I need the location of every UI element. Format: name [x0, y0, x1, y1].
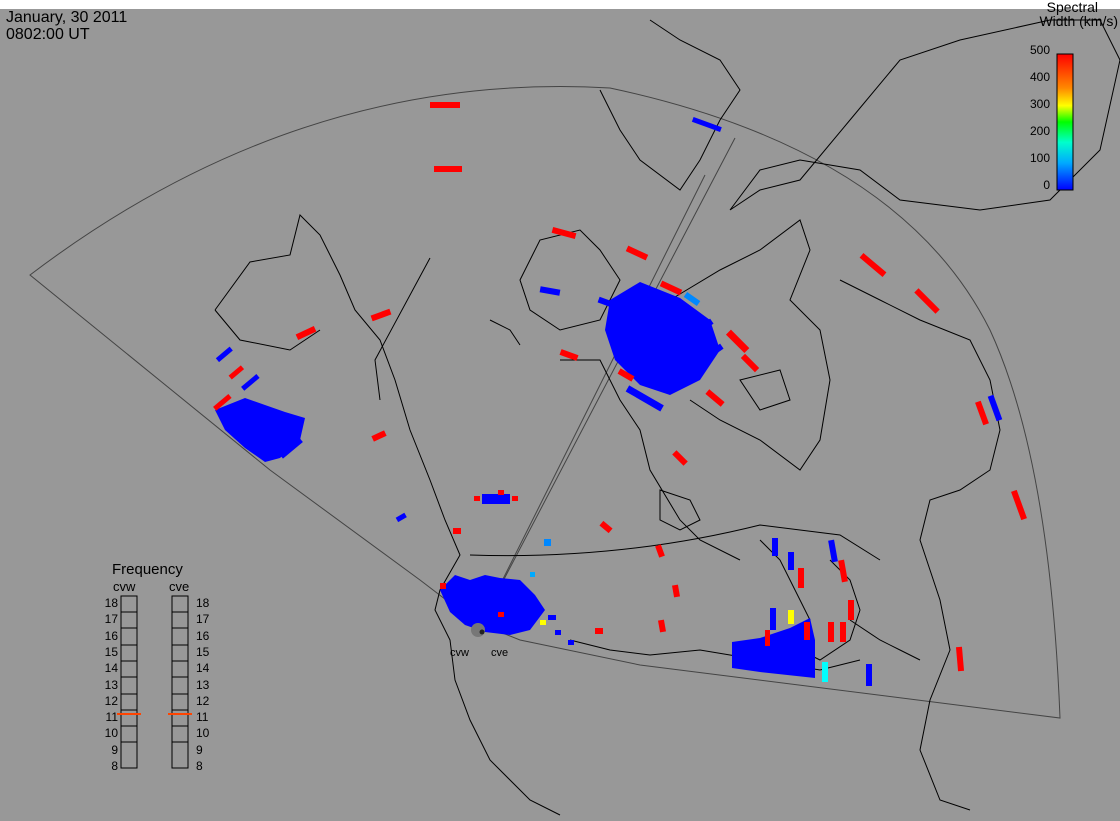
- colorbar-tick-0: 0: [1043, 178, 1050, 192]
- frequency-radar-cvw: cvw: [113, 579, 136, 594]
- colorbar-tick-200: 200: [1029, 124, 1050, 138]
- colorbar-tick-500: 500: [1029, 43, 1050, 57]
- colorbar-title-line2: Width (km/s): [1039, 13, 1118, 29]
- backscatter-north: [295, 102, 1027, 672]
- frequency-label-right: 14: [196, 661, 210, 676]
- frequency-label-left: 15: [104, 644, 118, 659]
- frequency-label-right: 17: [196, 612, 210, 627]
- frequency-title: Frequency: [112, 561, 183, 578]
- colorbar-tick-300: 300: [1029, 97, 1050, 111]
- frequency-label-left: 12: [104, 693, 118, 708]
- frequency-label-left: 13: [104, 677, 118, 692]
- time-title: 0802:00 UT: [6, 26, 90, 43]
- backscatter-east: [975, 394, 1003, 426]
- frequency-label-left: 10: [104, 726, 118, 741]
- backscatter-near-radar: [440, 572, 574, 645]
- colorbar-tick-100: 100: [1029, 151, 1050, 165]
- top-white-strip: [0, 0, 1120, 9]
- radar-label-cve: cve: [491, 647, 509, 659]
- frequency-label-left: 8: [111, 759, 118, 773]
- frequency-label-left: 11: [105, 710, 118, 725]
- colorbar-tick-400: 400: [1029, 70, 1050, 84]
- frequency-label-right: 9: [196, 742, 203, 757]
- frequency-scales: [117, 595, 192, 769]
- frequency-label-right: 10: [196, 726, 210, 741]
- frequency-label-right: 11: [196, 710, 209, 725]
- frequency-label-left: 16: [104, 628, 118, 643]
- frequency-label-right: 15: [196, 644, 210, 659]
- backscatter-west-alaska: [213, 346, 305, 462]
- frequency-label-left: 18: [104, 596, 118, 610]
- frequency-label-left: 17: [104, 612, 118, 627]
- coastlines: [214, 19, 1120, 816]
- colorbar-title-line1: Spectral: [1046, 0, 1098, 15]
- backscatter-central-arctic: [539, 116, 760, 412]
- frequency-label-right: 8: [196, 759, 203, 773]
- frequency-label-right: 16: [196, 628, 210, 643]
- date-title: January, 30 2011: [6, 9, 128, 26]
- frequency-label-left: 14: [104, 661, 118, 676]
- frequency-label-left: 9: [111, 742, 118, 757]
- backscatter-great-lakes: [732, 538, 872, 686]
- frequency-label-right: 13: [196, 677, 210, 692]
- frequency-radar-cve: cve: [169, 579, 190, 594]
- colorbar: [1056, 53, 1074, 191]
- radar-label-cvw: cvw: [450, 647, 469, 659]
- backscatter-midcontinent: [395, 490, 551, 546]
- radar-site-dot: [479, 629, 485, 635]
- frequency-label-right: 12: [196, 693, 210, 708]
- field-of-view-outline: [29, 86, 1061, 719]
- frequency-label-right: 18: [196, 596, 210, 610]
